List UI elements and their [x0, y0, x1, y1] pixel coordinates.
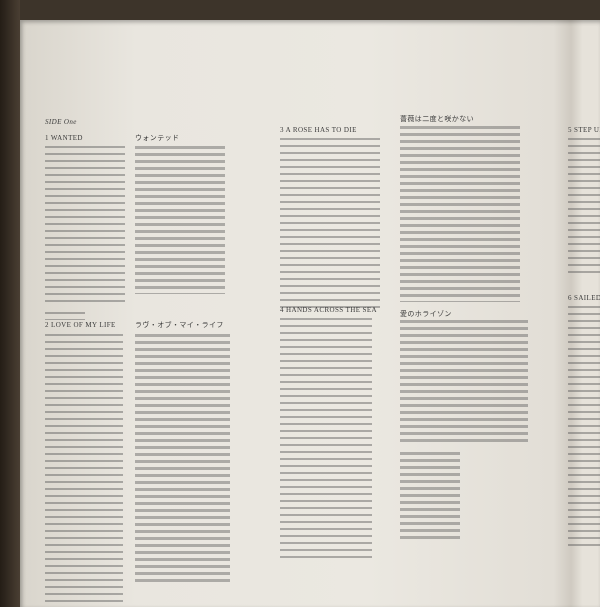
credit: [45, 312, 85, 320]
song-title: 1 WANTED: [45, 134, 83, 142]
lyrics-ja: [400, 320, 528, 445]
song-title: 5 STEP UP LA: [568, 126, 600, 134]
lyrics: [45, 146, 125, 306]
song-title-ja: ラヴ・オブ・マイ・ライフ: [135, 321, 224, 329]
lyrics: [45, 334, 123, 604]
lyrics: [568, 306, 600, 546]
spine: [0, 0, 20, 607]
song-title: 4 HANDS ACROSS THE SEA: [280, 306, 377, 314]
lyrics-ja: [135, 146, 225, 294]
lyrics: [280, 318, 372, 558]
lyrics: [280, 138, 380, 308]
song-title-ja: ウォンテッド: [135, 134, 180, 142]
lyrics-ja: [400, 452, 460, 542]
song-title-ja: 愛のホライゾン: [400, 310, 452, 318]
lyrics: [568, 138, 600, 278]
background: [0, 0, 600, 20]
lyric-sheet: SIDE One 1 WANTED ウォンテッド 2 LOVE OF MY LI…: [20, 20, 600, 607]
song-title: 6 SAILED SPA: [568, 294, 600, 302]
song-title-ja: 薔薇は二度と咲かない: [400, 115, 474, 123]
song-title: 2 LOVE OF MY LIFE: [45, 321, 116, 329]
lyrics-ja: [135, 334, 230, 584]
lyrics-ja: [400, 126, 520, 302]
next-page-edge: 5 STEP UP LA 6 SAILED SPA: [568, 20, 600, 607]
song-title: 3 A ROSE HAS TO DIE: [280, 126, 357, 134]
side-label: SIDE One: [45, 118, 77, 126]
